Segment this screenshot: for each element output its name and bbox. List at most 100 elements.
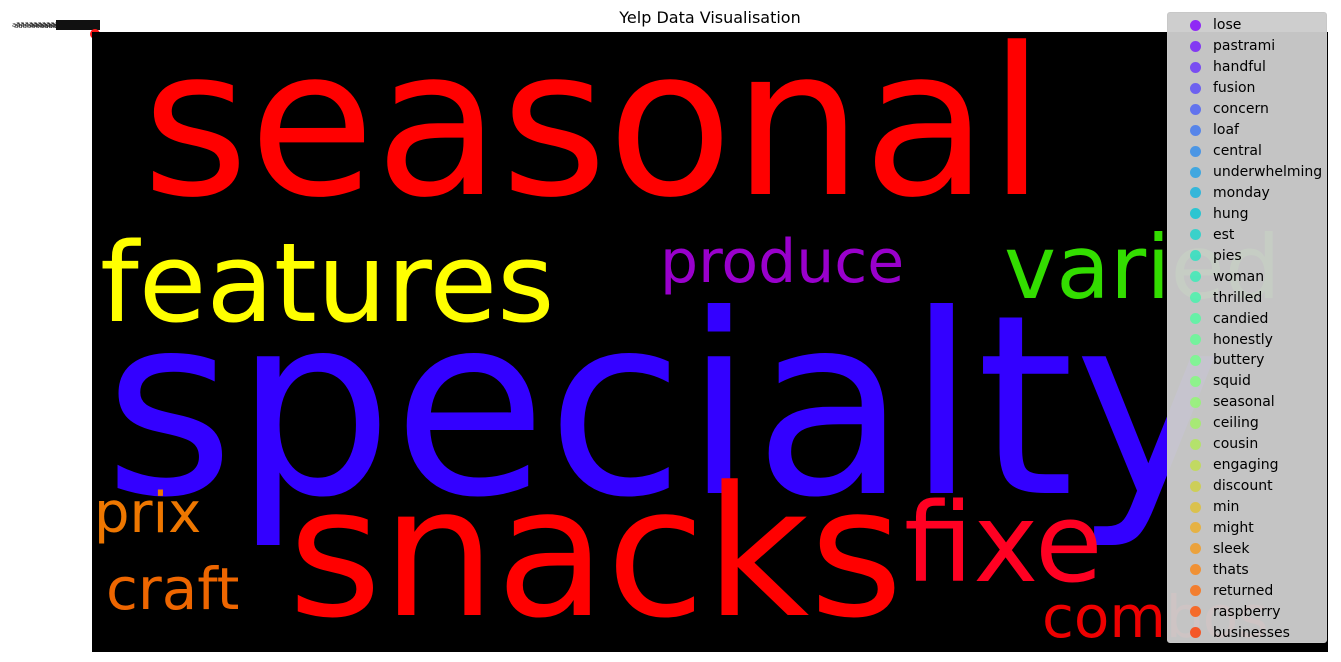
legend-item: hung — [1168, 203, 1326, 224]
legend-label: thats — [1213, 561, 1249, 578]
legend-label: candied — [1213, 310, 1269, 327]
word-specialty: specialty — [104, 261, 1223, 552]
legend-item: squid — [1168, 371, 1326, 392]
legend-marker-icon — [1190, 417, 1201, 429]
legend-item: businesses — [1168, 622, 1326, 643]
legend-item: lose — [1168, 15, 1326, 36]
legend-marker-icon — [1190, 292, 1201, 304]
legend-marker-icon — [1190, 585, 1201, 597]
legend-label: cousin — [1213, 436, 1259, 453]
legend-marker-icon — [1190, 145, 1201, 157]
legend-marker-icon — [1190, 564, 1201, 576]
legend-marker-icon — [1190, 354, 1201, 366]
legend-item: ceiling — [1168, 413, 1326, 434]
chart-title: Yelp Data Visualisation — [619, 8, 801, 27]
legend-label: discount — [1213, 478, 1273, 495]
legend-marker-icon — [1190, 229, 1201, 241]
legend-marker-icon — [1190, 313, 1201, 325]
legend-item: est — [1168, 224, 1326, 245]
legend-marker-icon — [1190, 208, 1201, 220]
legend-item: discount — [1168, 476, 1326, 497]
legend-marker-icon — [1190, 187, 1201, 199]
legend-item: thrilled — [1168, 287, 1326, 308]
legend-label: might — [1213, 519, 1254, 536]
svg-text:aaaaaaaaaaaa: aaaaaaaaaaaa — [16, 20, 67, 28]
legend-marker-icon — [1190, 166, 1201, 178]
legend-marker-icon — [1190, 501, 1201, 513]
legend-label: concern — [1213, 101, 1269, 118]
wordcloud-image: seasonal features produce varied specialty pr… — [92, 32, 1328, 652]
legend-item: concern — [1168, 99, 1326, 120]
word-seasonal: seasonal — [142, 32, 1046, 243]
legend-label: sleek — [1213, 540, 1250, 557]
legend-label: monday — [1213, 184, 1270, 201]
legend-marker-icon — [1190, 627, 1201, 639]
legend-label: businesses — [1213, 624, 1290, 641]
legend-item: raspberry — [1168, 601, 1326, 622]
legend-item: monday — [1168, 183, 1326, 204]
legend-item: woman — [1168, 266, 1326, 287]
word-fixe: fixe — [904, 479, 1103, 607]
legend-item: handful — [1168, 57, 1326, 78]
legend-marker-icon — [1190, 271, 1201, 283]
legend-item: pastrami — [1168, 36, 1326, 57]
legend-marker-icon — [1190, 375, 1201, 387]
legend-marker-icon — [1190, 606, 1201, 618]
legend-label: underwhelming — [1213, 164, 1323, 181]
legend-item: cousin — [1168, 434, 1326, 455]
legend-marker-icon — [1190, 250, 1201, 262]
legend-marker-icon — [1190, 480, 1201, 492]
legend-item: underwhelming — [1168, 162, 1326, 183]
legend-label: buttery — [1213, 352, 1265, 369]
legend-marker-icon — [1190, 82, 1201, 94]
legend-item: returned — [1168, 580, 1326, 601]
svg-text:aaaaaaaaaaa: aaaaaaaaaaa — [14, 22, 61, 30]
legend-label: ceiling — [1213, 415, 1259, 432]
legend-item: fusion — [1168, 78, 1326, 99]
legend-item: might — [1168, 518, 1326, 539]
legend-label: fusion — [1213, 80, 1256, 97]
legend-label: lose — [1213, 17, 1242, 34]
word-snacks: snacks — [288, 449, 904, 652]
legend-label: loaf — [1213, 122, 1239, 139]
legend-marker-icon — [1190, 40, 1201, 52]
legend-marker-icon — [1190, 543, 1201, 555]
legend-label: handful — [1213, 59, 1266, 76]
legend-label: raspberry — [1213, 603, 1281, 620]
legend-item: sleek — [1168, 538, 1326, 559]
legend-item: min — [1168, 497, 1326, 518]
legend-item: central — [1168, 141, 1326, 162]
legend-marker-icon — [1190, 459, 1201, 471]
legend-label: squid — [1213, 373, 1251, 390]
legend-label: pies — [1213, 247, 1242, 264]
legend-marker-icon — [1190, 396, 1201, 408]
legend-marker-icon — [1190, 61, 1201, 73]
legend-marker-icon — [1190, 103, 1201, 115]
legend-label: min — [1213, 499, 1240, 516]
legend-label: honestly — [1213, 331, 1273, 348]
legend-item: pies — [1168, 245, 1326, 266]
word-features: features — [100, 219, 555, 347]
legend-item: candied — [1168, 308, 1326, 329]
legend-item: engaging — [1168, 455, 1326, 476]
word-craft: craft — [106, 555, 240, 623]
legend-item: honestly — [1168, 329, 1326, 350]
legend-item: buttery — [1168, 350, 1326, 371]
legend-marker-icon — [1190, 124, 1201, 136]
legend-label: pastrami — [1213, 38, 1276, 55]
legend-item: thats — [1168, 559, 1326, 580]
legend-label: thrilled — [1213, 289, 1263, 306]
legend-item: loaf — [1168, 120, 1326, 141]
word-prix: prix — [94, 481, 202, 546]
legend-label: seasonal — [1213, 394, 1275, 411]
word-produce: produce — [660, 227, 905, 297]
legend-item: seasonal — [1168, 392, 1326, 413]
legend-label: hung — [1213, 205, 1249, 222]
legend-label: returned — [1213, 582, 1274, 599]
legend-label: central — [1213, 143, 1262, 160]
legend-label: engaging — [1213, 457, 1279, 474]
legend-marker-icon — [1190, 334, 1201, 346]
legend-label: woman — [1213, 268, 1265, 285]
legend: lose pastrami handful fusion concern loaf cent… — [1167, 12, 1327, 643]
svg-text:aaaaaaaaaaa: aaaaaaaaaaa — [12, 21, 59, 29]
